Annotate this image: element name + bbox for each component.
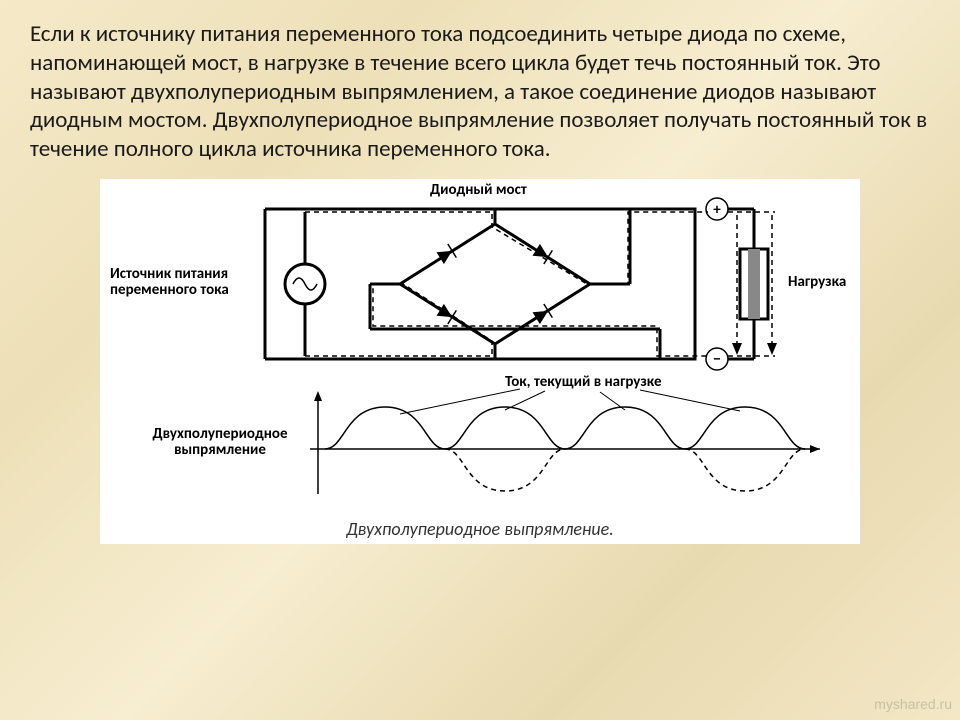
paragraph: Если к источнику питания переменного ток…: [0, 0, 960, 174]
paragraph-text: Если к источнику питания переменного ток…: [30, 20, 927, 163]
label-load-current: Ток, текущий в нагрузке: [505, 375, 662, 391]
label-fullwave-l2: выпрямление: [174, 441, 266, 459]
watermark: myshared.ru: [874, 696, 952, 712]
label-bridge: Диодный мост: [430, 183, 527, 199]
figure: + − Диодный мост Источник: [100, 179, 860, 544]
svg-text:−: −: [713, 350, 721, 369]
waveform-diagram: Двухполупериодное выпрямление Ток, текущ…: [100, 379, 860, 499]
label-load: Нагрузка: [788, 275, 846, 291]
svg-text:+: +: [713, 201, 721, 219]
circuit-diagram: + − Диодный мост Источник: [100, 179, 860, 379]
figure-caption: Двухполупериодное выпрямление.: [100, 518, 860, 540]
label-source-l2: переменного тока: [110, 281, 229, 299]
